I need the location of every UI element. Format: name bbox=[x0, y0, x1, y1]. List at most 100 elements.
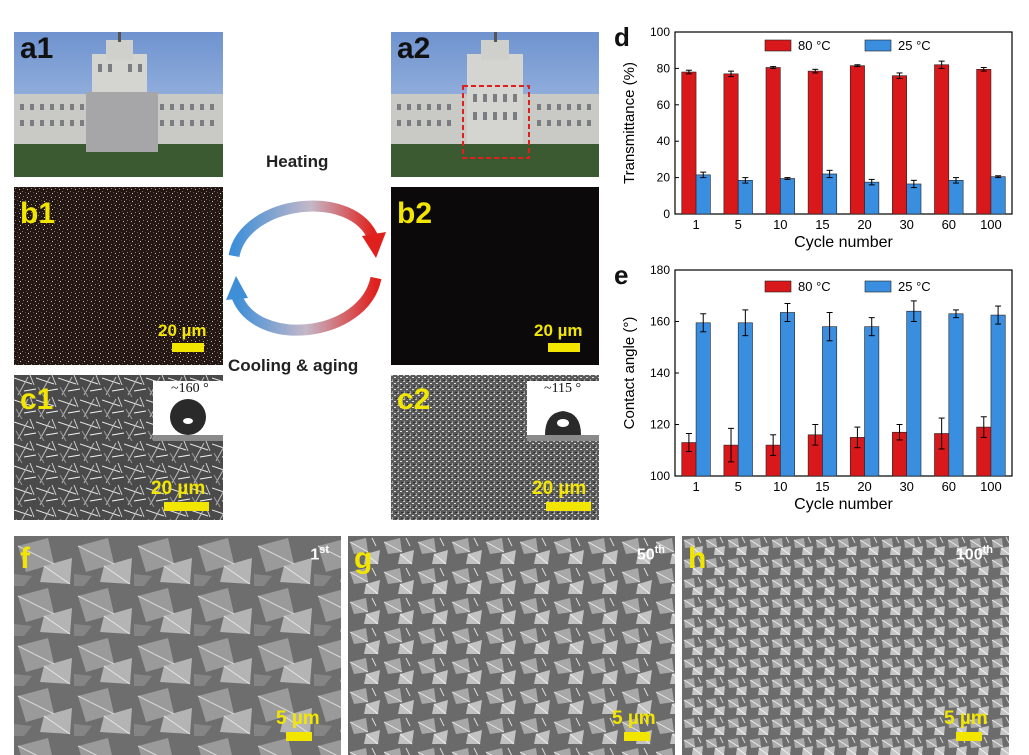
heating-label: Heating bbox=[266, 152, 329, 171]
y-tick-label: 180 bbox=[650, 263, 670, 277]
scale-label-g: 5 µm bbox=[612, 708, 656, 729]
cycle-diagram bbox=[226, 200, 386, 336]
legend-swatch bbox=[764, 280, 792, 293]
y-tick-label: 100 bbox=[650, 469, 670, 483]
panel-label-h: h bbox=[688, 542, 707, 575]
x-axis-label: Cycle number bbox=[794, 496, 893, 513]
legend-label: 25 °C bbox=[898, 279, 931, 294]
legend-label: 25 °C bbox=[898, 38, 931, 53]
panel-c1: c1 ~160 ° 20 µm bbox=[14, 375, 223, 520]
heating-arrow bbox=[228, 200, 380, 258]
bar bbox=[892, 75, 907, 215]
bar bbox=[849, 65, 865, 215]
panel-label-c1: c1 bbox=[20, 383, 54, 416]
y-tick-label: 80 bbox=[657, 61, 671, 75]
x-axis-label: Cycle number bbox=[794, 234, 893, 251]
panel-label-b1: b1 bbox=[20, 197, 56, 230]
x-tick-label: 5 bbox=[735, 479, 742, 494]
bar bbox=[934, 64, 950, 215]
micrograph-c2 bbox=[391, 375, 599, 520]
bar bbox=[723, 73, 739, 215]
plot-frame bbox=[674, 31, 1013, 215]
scale-label-c2: 20 µm bbox=[532, 478, 587, 499]
cycle-count-h: 100th bbox=[955, 544, 993, 564]
sem-image-f bbox=[14, 536, 341, 755]
scale-label-c1: 20 µm bbox=[151, 478, 206, 499]
cooling-label: Cooling & aging bbox=[228, 356, 359, 375]
x-tick-label: 100 bbox=[980, 217, 1002, 232]
panel-label-e: e bbox=[614, 262, 628, 290]
bar bbox=[822, 173, 838, 215]
x-tick-label: 10 bbox=[773, 479, 787, 494]
sem-image-h bbox=[682, 536, 1009, 755]
cycle-count-f: 1st bbox=[310, 544, 329, 564]
legend-swatch bbox=[864, 39, 892, 52]
bar bbox=[737, 180, 753, 215]
bar bbox=[780, 178, 795, 215]
y-tick-label: 140 bbox=[650, 366, 670, 380]
contact-angle-label-c2: ~115 ° bbox=[544, 381, 582, 396]
x-tick-label: 30 bbox=[899, 479, 913, 494]
panel-f: f 1st 5 µm bbox=[14, 536, 341, 755]
scale-bar-b2 bbox=[548, 343, 580, 352]
bar bbox=[976, 69, 992, 215]
legend-label: 80 °C bbox=[798, 38, 831, 53]
panel-label-d: d bbox=[614, 22, 630, 52]
micrograph-b1 bbox=[14, 187, 223, 365]
panel-b1: b1 20 µm bbox=[14, 187, 223, 365]
legend-label: 80 °C bbox=[798, 279, 831, 294]
bar bbox=[864, 181, 880, 215]
scale-bar-f bbox=[286, 732, 312, 741]
scale-bar-h bbox=[956, 732, 982, 741]
x-tick-label: 60 bbox=[942, 479, 956, 494]
x-tick-label: 15 bbox=[815, 217, 829, 232]
y-axis-label: Transmittance (%) bbox=[621, 62, 638, 184]
heating-arrowhead bbox=[362, 232, 386, 258]
panel-b2: b2 20 µm bbox=[391, 187, 599, 365]
scale-label-f: 5 µm bbox=[276, 708, 320, 729]
y-tick-label: 100 bbox=[650, 25, 670, 39]
y-tick-label: 20 bbox=[657, 171, 671, 185]
x-tick-label: 10 bbox=[773, 217, 787, 232]
scale-bar-c1 bbox=[164, 502, 209, 511]
contact-angle-label-c1: ~160 ° bbox=[171, 381, 209, 396]
x-tick-label: 30 bbox=[899, 217, 913, 232]
bar bbox=[807, 70, 823, 215]
bar bbox=[990, 176, 1006, 215]
panel-a1: a1 bbox=[14, 32, 223, 177]
panel-label-b2: b2 bbox=[397, 197, 433, 230]
bar bbox=[906, 183, 922, 215]
scale-label-h: 5 µm bbox=[944, 708, 988, 729]
scale-bar-c2 bbox=[546, 502, 591, 511]
sem-image-g bbox=[348, 536, 675, 755]
micrograph-c1 bbox=[14, 375, 223, 520]
panel-h: h 100th 5 µm bbox=[682, 536, 1009, 755]
y-tick-label: 160 bbox=[650, 315, 670, 329]
bar bbox=[695, 322, 711, 477]
cooling-arrow bbox=[230, 276, 382, 336]
scale-bar-b1 bbox=[172, 343, 204, 352]
panel-a2: a2 bbox=[391, 32, 599, 177]
y-axis-label: Contact angle (°) bbox=[621, 317, 638, 430]
panel-g: g 50th 5 µm bbox=[348, 536, 675, 755]
y-tick-label: 0 bbox=[663, 207, 670, 221]
panel-label-f: f bbox=[20, 542, 30, 575]
bar bbox=[906, 310, 922, 477]
bar bbox=[990, 314, 1006, 477]
panel-label-a1: a1 bbox=[20, 32, 54, 65]
panel-label-g: g bbox=[354, 542, 373, 575]
y-tick-label: 40 bbox=[657, 134, 671, 148]
bar bbox=[681, 71, 697, 215]
legend-swatch bbox=[864, 280, 892, 293]
panel-label-a2: a2 bbox=[397, 32, 431, 65]
panel-c2: c2 ~115 ° 20 µm bbox=[391, 375, 599, 520]
scale-label-b1: 20 µm bbox=[158, 321, 207, 340]
x-tick-label: 1 bbox=[692, 479, 699, 494]
legend-swatch bbox=[764, 39, 792, 52]
y-tick-label: 60 bbox=[657, 98, 671, 112]
bar bbox=[822, 326, 838, 477]
bar bbox=[948, 313, 964, 477]
building-photo-a2 bbox=[391, 32, 599, 177]
